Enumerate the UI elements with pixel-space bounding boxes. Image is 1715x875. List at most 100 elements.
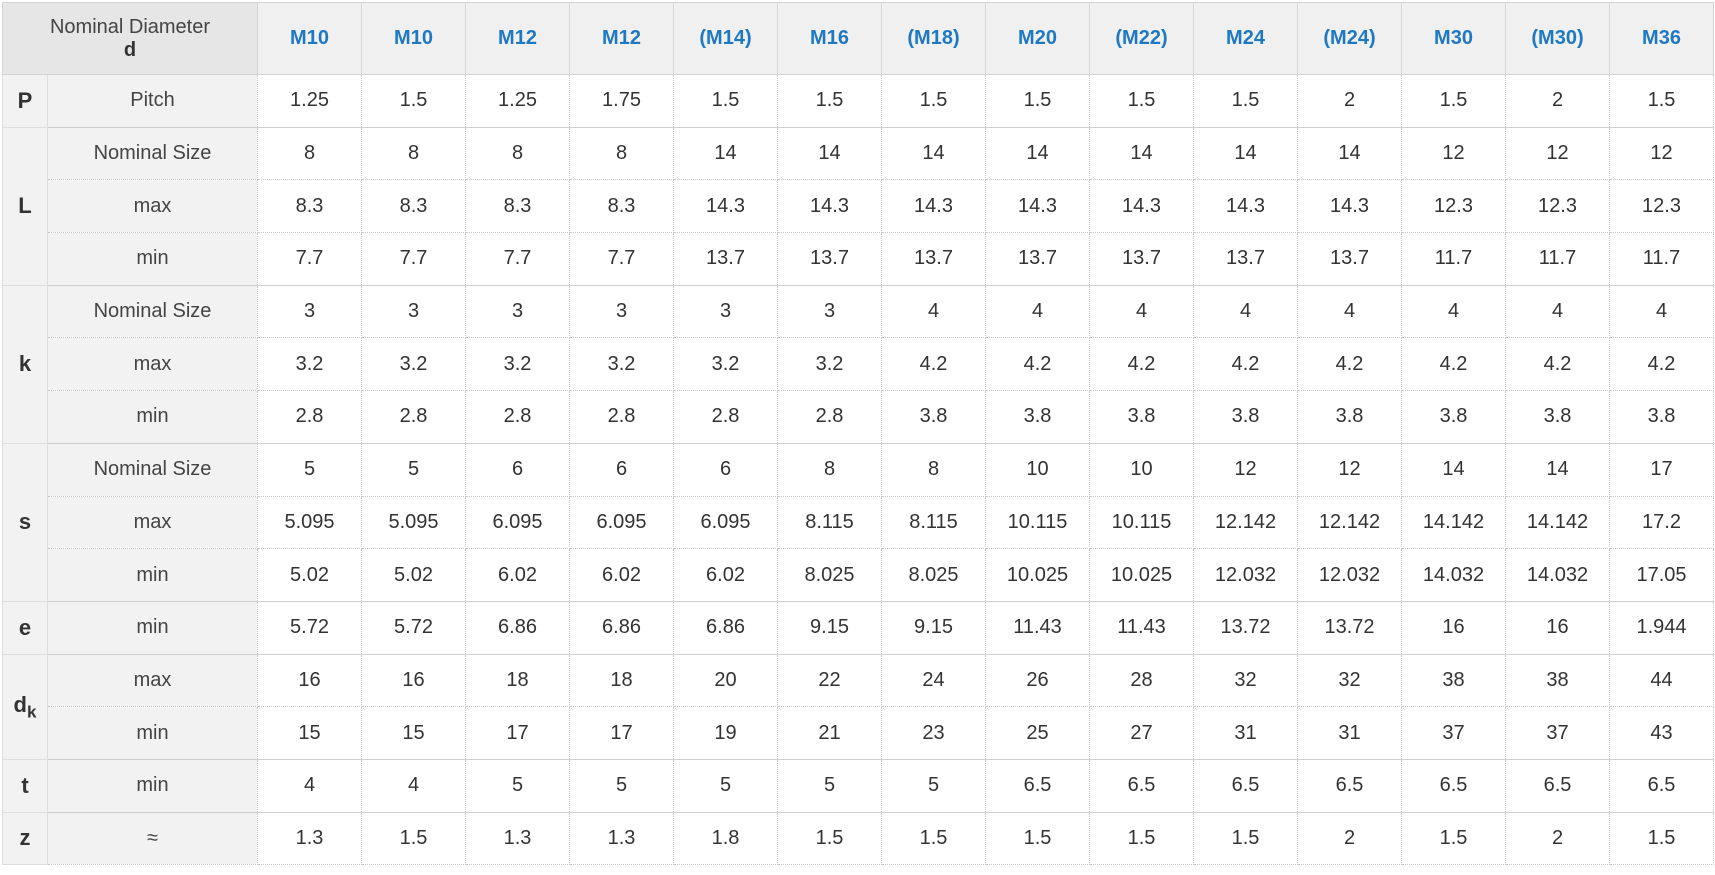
value-cell: 4 <box>1505 284 1610 339</box>
value-cell: 12 <box>1401 126 1506 181</box>
value-cell: 14.3 <box>1193 179 1298 234</box>
parameter-label: Nominal Size <box>47 284 258 339</box>
value-cell: 14.3 <box>1297 179 1402 234</box>
size-header: (M30) <box>1505 2 1610 75</box>
value-cell: 13.7 <box>673 232 778 286</box>
value-cell: 4 <box>1609 284 1714 339</box>
value-cell: 4.2 <box>1401 337 1506 392</box>
value-cell: 43 <box>1609 706 1714 760</box>
value-cell: 8.115 <box>881 495 986 550</box>
value-cell: 16 <box>1505 600 1610 655</box>
value-cell: 4.2 <box>1089 337 1194 392</box>
value-cell: 8 <box>257 126 362 181</box>
value-cell: 5 <box>361 442 466 497</box>
value-cell: 7.7 <box>465 232 570 286</box>
value-cell: 8.025 <box>777 548 882 602</box>
value-cell: 11.7 <box>1505 232 1610 286</box>
value-cell: 1.944 <box>1609 600 1714 655</box>
value-cell: 3.2 <box>569 337 674 392</box>
value-cell: 11.7 <box>1609 232 1714 286</box>
value-cell: 4 <box>985 284 1090 339</box>
value-cell: 1.3 <box>569 811 674 866</box>
value-cell: 20 <box>673 653 778 708</box>
parameter-label: min <box>47 758 258 813</box>
value-cell: 14.3 <box>881 179 986 234</box>
size-header: (M24) <box>1297 2 1402 75</box>
value-cell: 37 <box>1505 706 1610 760</box>
value-cell: 4 <box>1089 284 1194 339</box>
value-cell: 14.3 <box>985 179 1090 234</box>
value-cell: 3.2 <box>361 337 466 392</box>
parameter-symbol: P <box>2 74 48 128</box>
value-cell: 1.25 <box>465 74 570 128</box>
value-cell: 6 <box>569 442 674 497</box>
parameter-symbol-text: z <box>19 825 31 851</box>
value-cell: 6.095 <box>569 495 674 550</box>
value-cell: 26 <box>985 653 1090 708</box>
value-cell: 16 <box>361 653 466 708</box>
value-cell: 5.02 <box>361 548 466 602</box>
value-cell: 5 <box>465 758 570 813</box>
value-cell: 15 <box>361 706 466 760</box>
value-cell: 12.3 <box>1609 179 1714 234</box>
value-cell: 3.2 <box>673 337 778 392</box>
value-cell: 5 <box>673 758 778 813</box>
value-cell: 16 <box>257 653 362 708</box>
value-cell: 5.72 <box>257 600 362 655</box>
value-cell: 1.5 <box>1193 74 1298 128</box>
nominal-diameter-symbol: d <box>123 38 137 61</box>
value-cell: 12.142 <box>1193 495 1298 550</box>
value-cell: 12.3 <box>1401 179 1506 234</box>
value-cell: 5.72 <box>361 600 466 655</box>
value-cell: 9.15 <box>777 600 882 655</box>
value-cell: 3 <box>569 284 674 339</box>
value-cell: 3 <box>673 284 778 339</box>
parameter-symbol: k <box>2 284 48 444</box>
size-header: M30 <box>1401 2 1506 75</box>
value-cell: 8 <box>881 442 986 497</box>
value-cell: 2.8 <box>569 390 674 444</box>
value-cell: 1.5 <box>361 811 466 866</box>
value-cell: 11.43 <box>1089 600 1194 655</box>
value-cell: 1.3 <box>465 811 570 866</box>
value-cell: 1.5 <box>1089 74 1194 128</box>
value-cell: 17 <box>569 706 674 760</box>
value-cell: 5 <box>257 442 362 497</box>
value-cell: 23 <box>881 706 986 760</box>
value-cell: 1.3 <box>257 811 362 866</box>
parameter-symbol-text: k <box>18 351 32 377</box>
parameter-label: min <box>47 600 258 655</box>
parameter-symbol-text: P <box>17 87 33 113</box>
value-cell: 12 <box>1609 126 1714 181</box>
parameter-symbol: e <box>2 600 48 655</box>
size-header: M36 <box>1609 2 1714 75</box>
value-cell: 6.5 <box>1505 758 1610 813</box>
parameter-symbol-text: d <box>13 691 27 717</box>
value-cell: 5 <box>881 758 986 813</box>
value-cell: 6.5 <box>1193 758 1298 813</box>
value-cell: 8 <box>361 126 466 181</box>
size-header: M12 <box>569 2 674 75</box>
table-row: min 5.02 5.02 6.02 6.02 6.02 8.025 8.025 10.025 1… <box>3 548 1714 602</box>
value-cell: 3.2 <box>465 337 570 392</box>
header-row: Nominal Diameter d M10 M10 M12 M12 (M14)… <box>2 2 1714 75</box>
value-cell: 10 <box>1089 442 1194 497</box>
value-cell: 14 <box>1089 126 1194 181</box>
value-cell: 11.43 <box>985 600 1090 655</box>
value-cell: 7.7 <box>257 232 362 286</box>
parameter-label: min <box>47 548 258 602</box>
value-cell: 6.86 <box>673 600 778 655</box>
value-cell: 10.115 <box>1089 495 1194 550</box>
size-header: M16 <box>777 2 882 75</box>
value-cell: 14 <box>1297 126 1402 181</box>
table-body: P Pitch 1.25 1.5 1.25 1.75 1.5 1.5 1.5 1.5 1.5 1.5 2… <box>2 74 1714 866</box>
value-cell: 8.3 <box>257 179 362 234</box>
value-cell: 5.095 <box>361 495 466 550</box>
value-cell: 1.5 <box>777 74 882 128</box>
value-cell: 18 <box>465 653 570 708</box>
parameter-symbol-text: e <box>18 614 32 640</box>
value-cell: 13.7 <box>1089 232 1194 286</box>
parameter-symbol: s <box>2 442 48 602</box>
value-cell: 11.7 <box>1401 232 1506 286</box>
value-cell: 3 <box>465 284 570 339</box>
